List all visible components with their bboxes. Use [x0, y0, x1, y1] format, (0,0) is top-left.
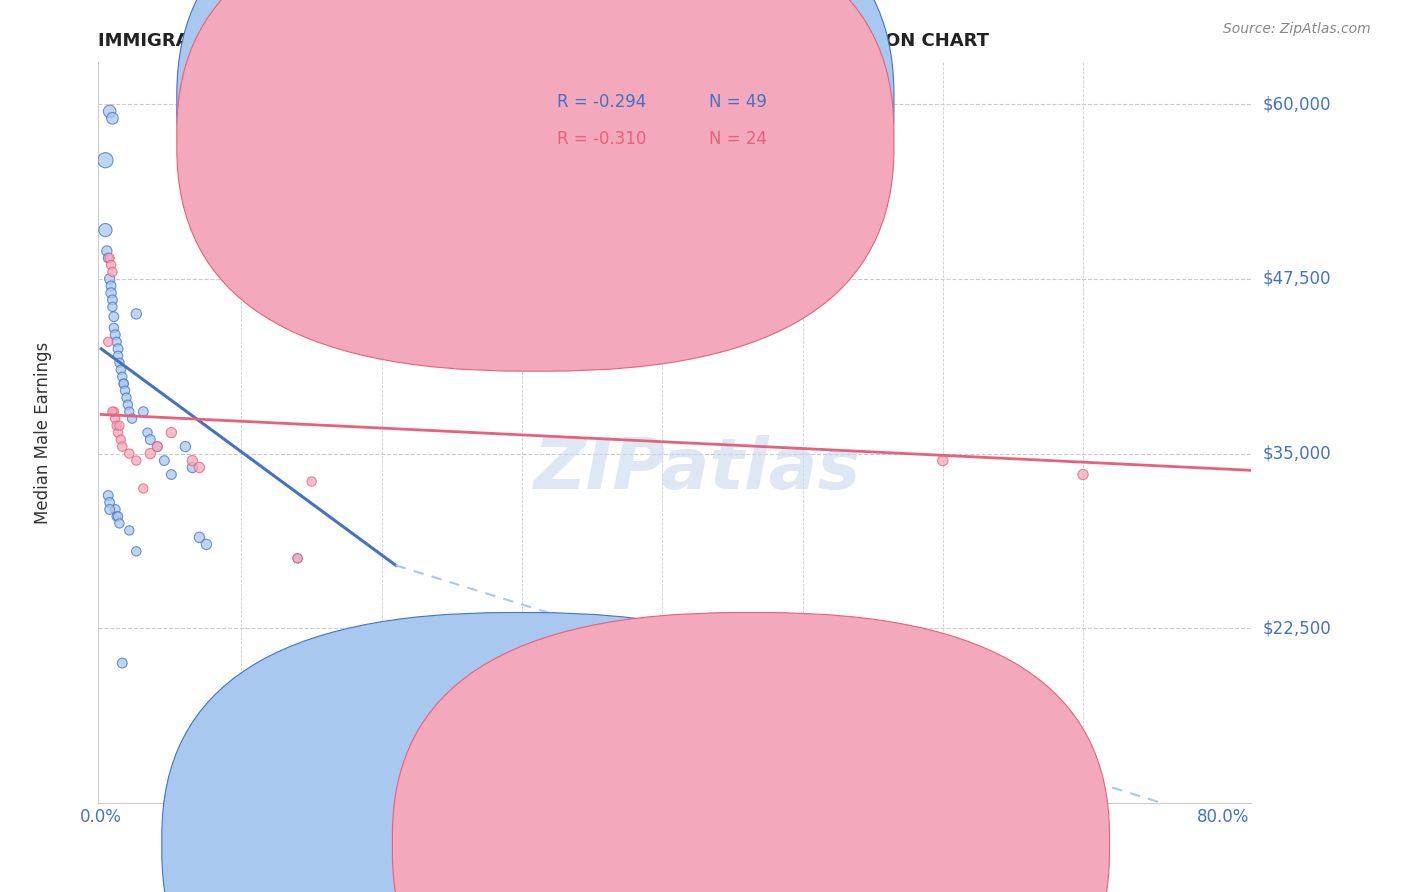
FancyBboxPatch shape [508, 78, 865, 169]
Point [139, 433, 162, 447]
Point [101, 112, 124, 126]
Point [125, 453, 148, 467]
Point [139, 446, 162, 460]
Point [98, 104, 121, 119]
Point [98, 272, 121, 286]
Point [108, 356, 131, 370]
Point [287, 551, 309, 566]
Point [160, 467, 183, 482]
Point [105, 418, 128, 433]
Point [125, 307, 148, 321]
Point [98, 502, 121, 516]
Point [174, 440, 197, 454]
FancyBboxPatch shape [177, 0, 894, 334]
Point [107, 425, 129, 440]
FancyBboxPatch shape [392, 613, 1109, 892]
Point [107, 509, 129, 524]
Point [112, 376, 135, 391]
Point [153, 453, 176, 467]
Point [301, 475, 323, 489]
Point [114, 384, 136, 398]
Point [96, 244, 118, 258]
Point [118, 524, 141, 538]
Point [117, 398, 139, 412]
Point [118, 446, 141, 460]
Text: $35,000: $35,000 [1263, 444, 1331, 463]
Point [287, 551, 309, 566]
Point [97, 334, 120, 349]
Point [188, 460, 211, 475]
Point [181, 460, 204, 475]
Text: N = 49: N = 49 [710, 93, 768, 111]
FancyBboxPatch shape [162, 613, 879, 892]
Point [121, 411, 143, 425]
Point [146, 440, 169, 454]
Point [195, 537, 218, 551]
Point [104, 502, 127, 516]
Point [108, 418, 131, 433]
Point [103, 321, 125, 335]
Point [100, 285, 122, 300]
Text: R = -0.310: R = -0.310 [557, 130, 647, 148]
Point [160, 425, 183, 440]
Point [115, 391, 138, 405]
Point [132, 482, 155, 496]
Point [1071, 467, 1094, 482]
Point [118, 405, 141, 419]
Point [105, 509, 128, 524]
Text: ZIPatlas: ZIPatlas [534, 435, 862, 504]
FancyBboxPatch shape [177, 0, 894, 371]
Point [146, 440, 169, 454]
Point [94, 153, 117, 168]
Point [101, 265, 124, 279]
Text: IMMIGRANTS FROM YEMEN VS ARAPAHO MEDIAN MALE EARNINGS CORRELATION CHART: IMMIGRANTS FROM YEMEN VS ARAPAHO MEDIAN … [98, 32, 990, 50]
Point [181, 453, 204, 467]
Point [110, 363, 132, 377]
Point [101, 405, 124, 419]
Point [125, 544, 148, 558]
Text: Source: ZipAtlas.com: Source: ZipAtlas.com [1223, 22, 1371, 37]
Point [97, 488, 120, 502]
Text: $47,500: $47,500 [1263, 270, 1331, 288]
Point [932, 453, 955, 467]
Point [188, 530, 211, 544]
Point [100, 279, 122, 293]
Point [101, 300, 124, 314]
Point [100, 258, 122, 272]
Point [97, 251, 120, 265]
Point [107, 342, 129, 356]
Point [105, 334, 128, 349]
Point [108, 516, 131, 531]
Text: R = -0.294: R = -0.294 [557, 93, 647, 111]
Text: Immigrants from Yemen: Immigrants from Yemen [543, 835, 742, 854]
Point [98, 495, 121, 509]
Point [104, 411, 127, 425]
Point [103, 405, 125, 419]
Text: $22,500: $22,500 [1263, 619, 1331, 637]
Point [98, 251, 121, 265]
Point [112, 376, 135, 391]
Point [94, 223, 117, 237]
Point [101, 293, 124, 307]
Text: Median Male Earnings: Median Male Earnings [34, 342, 52, 524]
Point [132, 405, 155, 419]
Point [111, 440, 134, 454]
Point [111, 369, 134, 384]
Text: $60,000: $60,000 [1263, 95, 1331, 113]
Point [104, 327, 127, 342]
Point [136, 425, 159, 440]
Point [111, 656, 134, 670]
Text: N = 24: N = 24 [710, 130, 768, 148]
Point [103, 310, 125, 324]
Point [110, 433, 132, 447]
Point [107, 349, 129, 363]
Text: Arapaho: Arapaho [773, 835, 842, 854]
